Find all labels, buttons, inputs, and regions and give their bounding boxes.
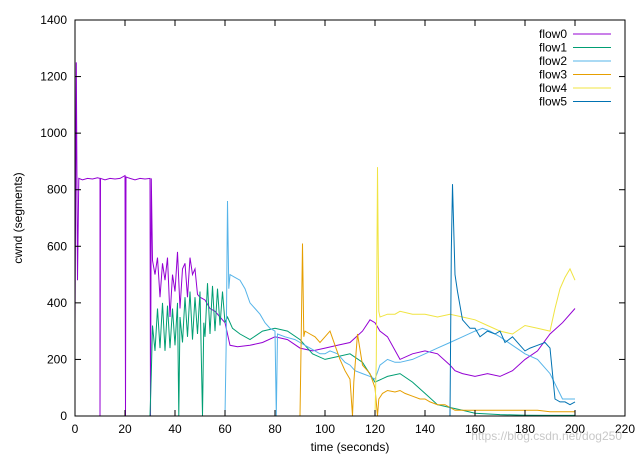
legend-label-flow4: flow4 [539,81,567,95]
x-tick-label: 180 [515,422,535,436]
x-tick-label: 40 [168,422,182,436]
y-tick-label: 200 [47,352,67,366]
y-tick-label: 800 [47,183,67,197]
x-tick-label: 0 [72,422,79,436]
x-tick-label: 140 [415,422,435,436]
y-tick-label: 0 [60,409,67,423]
x-tick-label: 160 [465,422,485,436]
y-axis-title: cwnd (segments) [11,172,25,263]
y-tick-label: 1400 [40,13,67,27]
series-line-flow1 [149,283,575,417]
series-layer [74,62,576,417]
x-tick-label: 200 [565,422,585,436]
x-tick-label: 20 [118,422,132,436]
x-axis-title: time (seconds) [311,440,390,454]
series-line-flow3 [299,243,575,417]
plot-frame [74,19,626,417]
y-tick-label: 600 [47,239,67,253]
y-tick-label: 1000 [40,126,67,140]
x-tick-label: 220 [615,422,635,436]
x-tick-label: 100 [315,422,335,436]
x-tick-label: 60 [218,422,232,436]
y-tick-label: 400 [47,296,67,310]
x-tick-label: 80 [268,422,282,436]
series-line-flow5 [449,184,576,417]
legend-label-flow0: flow0 [539,27,567,41]
legend-label-flow1: flow1 [539,41,567,55]
series-line-flow0 [74,62,576,417]
y-tick-label: 1200 [40,70,67,84]
watermark-text: https://blog.csdn.net/dog250 [471,429,622,443]
legend-label-flow2: flow2 [539,54,567,68]
legend-label-flow3: flow3 [539,68,567,82]
tick-layer: 0 20 40 60 80 100 120 140 160 180 200 220 0 200 400 600… [40,13,635,436]
legend-label-flow5: flow5 [539,95,567,109]
x-tick-label: 120 [365,422,385,436]
